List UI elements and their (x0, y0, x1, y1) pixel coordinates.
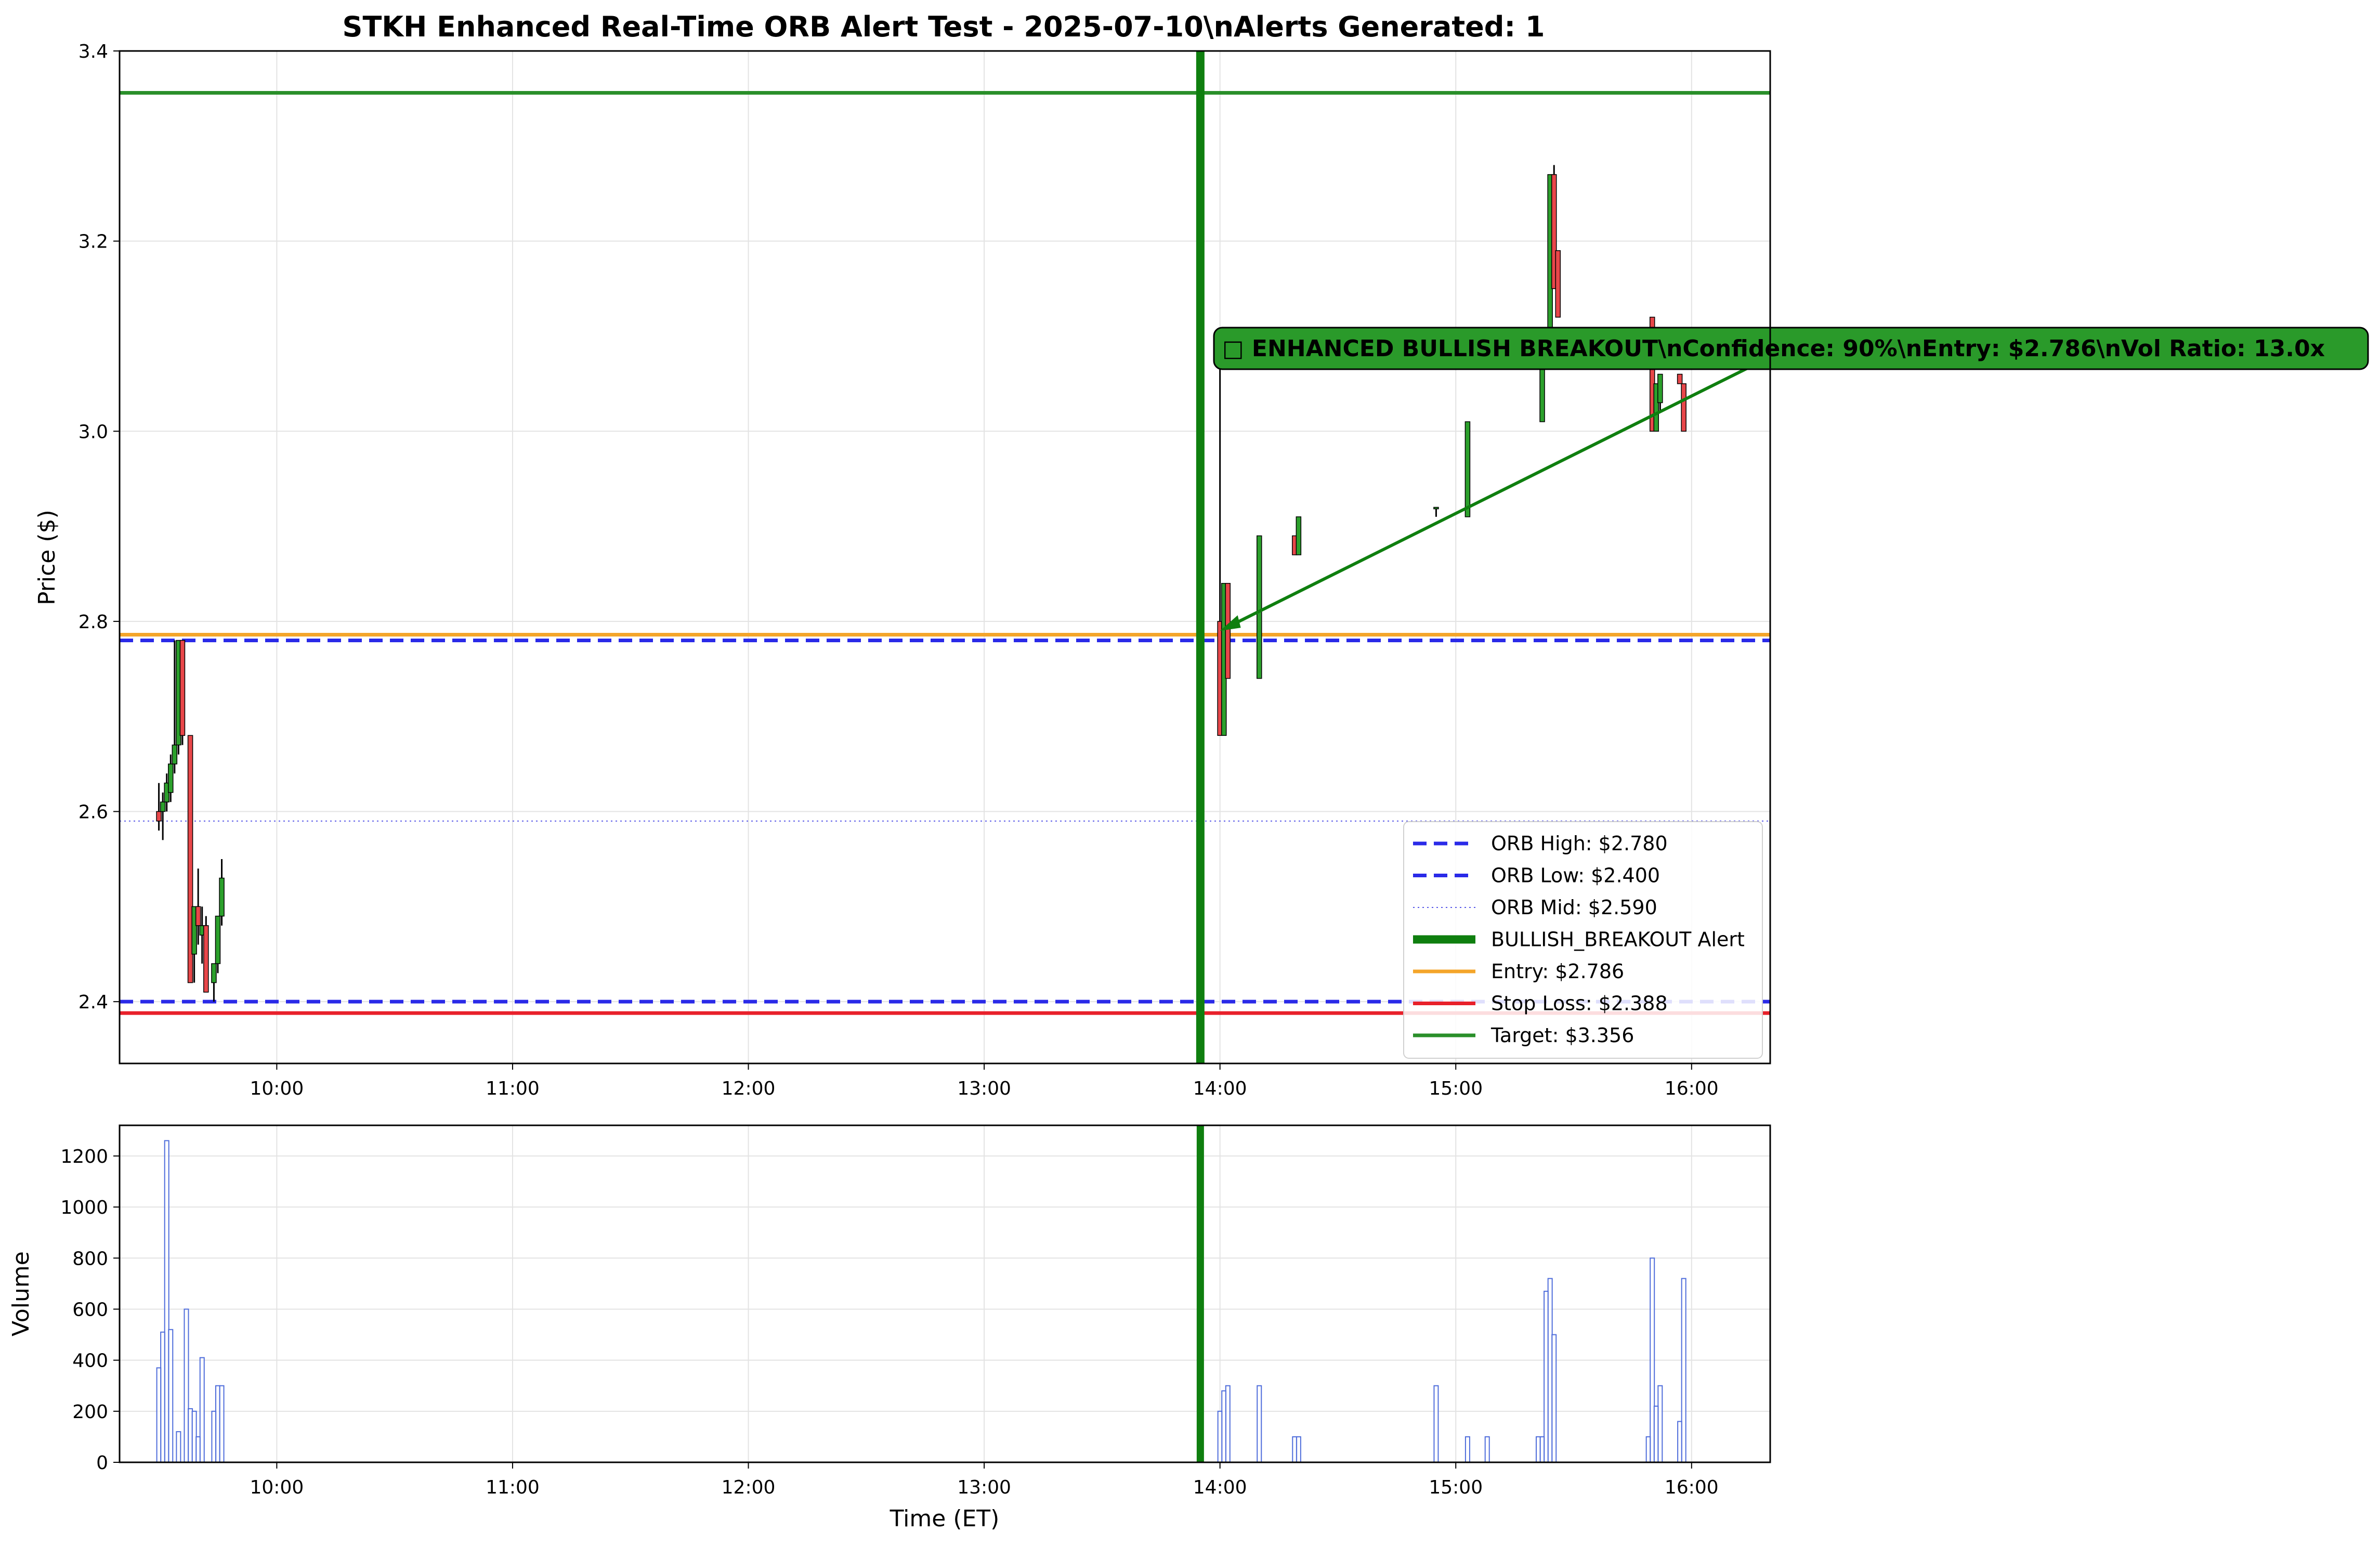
volume-bar (219, 1385, 225, 1463)
legend-label: Target: $3.356 (1490, 1024, 1634, 1047)
volume-y-tick-label: 600 (72, 1299, 108, 1320)
candle-body (179, 640, 186, 736)
candle-body (195, 906, 201, 926)
price-panel: □ ENHANCED BULLISH BREAKOUT\nConfidence:… (34, 41, 2369, 1099)
legend-label: ORB Low: $2.400 (1491, 864, 1660, 887)
volume-x-tick-label: 15:00 (1429, 1477, 1483, 1498)
candle-body (215, 915, 221, 964)
candle-body (1433, 507, 1439, 510)
legend-label: ORB Mid: $2.590 (1491, 896, 1657, 919)
volume-bar (1296, 1436, 1301, 1463)
candle-body (1296, 516, 1302, 555)
candle-body (1657, 373, 1663, 404)
volume-bar (1225, 1385, 1231, 1463)
volume-bar (1657, 1385, 1663, 1463)
volume-grid (120, 1125, 1770, 1463)
legend-label: Entry: $2.786 (1491, 960, 1624, 983)
price-y-tick-label: 2.6 (79, 802, 108, 823)
price-x-tick-label: 16:00 (1665, 1078, 1719, 1099)
volume-panel: 0 200 400 600 800 1000 1200 10:00 11:00 12:00 13:… (8, 1124, 1771, 1532)
candle-body (187, 735, 193, 983)
candle-body (1677, 373, 1683, 384)
legend: ORB High: $2.780 ORB Low: $2.400 ORB Mid: … (1403, 821, 1763, 1059)
price-x-ticks: 10:00 11:00 12:00 13:00 14:00 15:00 16:00 (250, 1063, 1719, 1099)
volume-y-ticks: 0 200 400 600 800 1000 1200 (60, 1146, 120, 1474)
volume-x-tick-label: 16:00 (1665, 1477, 1719, 1498)
price-y-tick-label: 3.0 (79, 421, 108, 443)
price-x-tick-label: 13:00 (957, 1078, 1011, 1099)
price-plot-frame (119, 50, 1771, 1064)
candle-body (1551, 174, 1557, 289)
price-y-tick-label: 2.4 (79, 992, 108, 1013)
price-y-ticks: 2.4 2.6 2.8 3.0 3.2 3.4 (79, 41, 120, 1013)
candle-body (211, 963, 217, 983)
chart-title: STKH Enhanced Real-Time ORB Alert Test -… (343, 10, 1545, 43)
volume-bar (1484, 1436, 1490, 1463)
volume-bar (1257, 1385, 1262, 1463)
volume-y-tick-label: 1200 (60, 1146, 108, 1167)
annotation-box (1213, 327, 2369, 370)
volume-bar (1464, 1436, 1470, 1463)
price-candles (156, 165, 1686, 1002)
volume-y-tick-label: 800 (72, 1248, 108, 1269)
volume-y-tick-label: 0 (96, 1452, 108, 1474)
candle-body (1653, 383, 1659, 432)
volume-y-axis-label: Volume (8, 1251, 34, 1336)
price-y-axis-label: Price ($) (34, 510, 60, 605)
volume-x-ticks: 10:00 11:00 12:00 13:00 14:00 15:00 16:00 (250, 1462, 1719, 1498)
price-y-tick-label: 2.8 (79, 612, 108, 633)
candle-body (1649, 317, 1655, 432)
candle-body (160, 801, 166, 812)
candle-body (191, 906, 197, 955)
volume-x-tick-label: 13:00 (957, 1477, 1011, 1498)
volume-x-tick-label: 14:00 (1193, 1477, 1247, 1498)
annotation-arrow (1225, 363, 1756, 629)
volume-bar (1551, 1334, 1557, 1463)
price-x-tick-label: 10:00 (250, 1078, 304, 1099)
breakout-annotation: □ ENHANCED BULLISH BREAKOUT\nConfidence:… (1213, 327, 2369, 631)
legend-label: ORB High: $2.780 (1491, 832, 1668, 855)
candle-body (1225, 583, 1231, 679)
candle-body (1681, 383, 1686, 432)
volume-x-tick-label: 11:00 (486, 1477, 540, 1498)
price-x-tick-label: 11:00 (486, 1078, 540, 1099)
candle-body (1257, 535, 1262, 679)
volume-bar (176, 1431, 181, 1463)
volume-bar (1681, 1278, 1686, 1463)
candle-body (156, 811, 162, 822)
price-x-tick-label: 12:00 (722, 1078, 776, 1099)
candle-body (1555, 250, 1561, 318)
volume-x-tick-label: 12:00 (722, 1477, 776, 1498)
legend-label: Stop Loss: $2.388 (1491, 992, 1668, 1015)
volume-y-tick-label: 200 (72, 1401, 108, 1423)
price-y-tick-label: 3.2 (79, 231, 108, 253)
price-x-tick-label: 14:00 (1193, 1078, 1247, 1099)
candle-body (172, 744, 178, 764)
volume-bar (199, 1357, 205, 1463)
volume-plot-frame (119, 1124, 1771, 1463)
candle-body (1464, 421, 1471, 517)
volume-bars (156, 1140, 1686, 1463)
volume-y-tick-label: 1000 (60, 1197, 108, 1218)
legend-label: BULLISH_BREAKOUT Alert (1491, 928, 1745, 951)
price-y-tick-label: 3.4 (79, 41, 108, 62)
annotation-text: □ ENHANCED BULLISH BREAKOUT\nConfidence:… (1222, 335, 2325, 362)
volume-bar (1433, 1385, 1439, 1463)
volume-bar (168, 1329, 174, 1463)
legend-box (1403, 821, 1763, 1059)
candle-body (203, 925, 209, 993)
price-x-tick-label: 15:00 (1429, 1078, 1483, 1099)
candle-body (219, 877, 225, 917)
volume-y-tick-label: 400 (72, 1351, 108, 1372)
volume-x-axis-label: Time (ET) (890, 1505, 1000, 1532)
volume-x-tick-label: 10:00 (250, 1477, 304, 1498)
annotation-arrowhead (1220, 615, 1241, 631)
candle-body (168, 763, 174, 793)
